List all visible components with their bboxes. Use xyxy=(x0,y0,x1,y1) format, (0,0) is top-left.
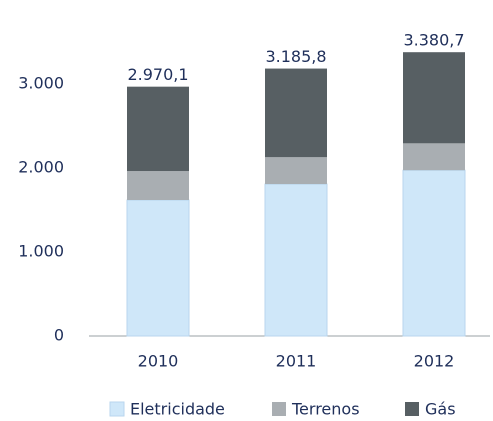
bar-segment xyxy=(403,52,465,144)
x-tick-label: 2010 xyxy=(138,352,179,371)
bar-segment xyxy=(265,68,327,158)
bar-segment xyxy=(127,171,189,201)
legend-swatch xyxy=(272,402,286,416)
total-label: 3.185,8 xyxy=(265,47,326,66)
bar-segment xyxy=(264,183,328,337)
x-tick-label: 2011 xyxy=(276,352,317,371)
bar-segment xyxy=(265,157,327,185)
y-tick-label: 0 xyxy=(54,326,64,345)
total-label: 3.380,7 xyxy=(403,31,464,50)
legend-label: Terrenos xyxy=(291,400,360,419)
y-tick-label: 1.000 xyxy=(18,242,64,261)
y-tick-label: 3.000 xyxy=(18,74,64,93)
bar-segment xyxy=(127,86,189,172)
x-tick-label: 2012 xyxy=(414,352,455,371)
bar-segment xyxy=(403,143,465,171)
bar-segment xyxy=(402,169,466,337)
legend-label: Eletricidade xyxy=(130,400,225,419)
legend-swatch xyxy=(109,401,125,417)
legend-label: Gás xyxy=(425,400,456,419)
y-tick-label: 2.000 xyxy=(18,158,64,177)
legend-swatch xyxy=(405,402,419,416)
total-label: 2.970,1 xyxy=(127,65,188,84)
bar-segment xyxy=(126,199,190,337)
